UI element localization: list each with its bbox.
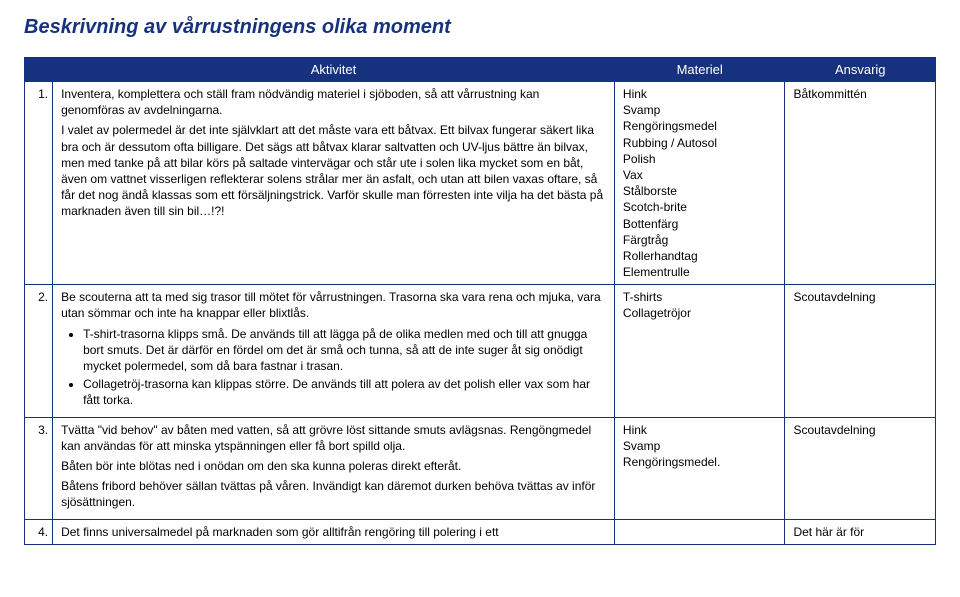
material-item: Rollerhandtag (623, 248, 777, 264)
material-item: Rengöringsmedel (623, 118, 777, 134)
activity-text: Be scouterna att ta med sig trasor till … (61, 289, 606, 321)
material-cell: T-shirts Collagetröjor (614, 285, 785, 417)
material-item: Elementrulle (623, 264, 777, 280)
material-item: Rengöringsmedel. (623, 454, 777, 470)
activity-text: Inventera, komplettera och ställ fram nö… (61, 86, 606, 118)
table-row: 3. Tvätta "vid behov" av båten med vatte… (25, 417, 936, 519)
material-cell (614, 519, 785, 544)
header-activity: Aktivitet (53, 58, 615, 82)
material-item: Scotch-brite (623, 199, 777, 215)
activity-cell: Det finns universalmedel på marknaden so… (53, 519, 615, 544)
activity-cell: Be scouterna att ta med sig trasor till … (53, 285, 615, 417)
responsible-cell: Det här är för (785, 519, 936, 544)
header-blank (25, 58, 53, 82)
activity-text: Båtens fribord behöver sällan tvättas på… (61, 478, 606, 510)
activity-cell: Tvätta "vid behov" av båten med vatten, … (53, 417, 615, 519)
responsible-cell: Båtkommittén (785, 82, 936, 285)
table-row: 4. Det finns universalmedel på marknaden… (25, 519, 936, 544)
material-item: Polish (623, 151, 777, 167)
header-material: Materiel (614, 58, 785, 82)
table-header-row: Aktivitet Materiel Ansvarig (25, 58, 936, 82)
material-item: Hink (623, 86, 777, 102)
material-cell: Hink Svamp Rengöringsmedel. (614, 417, 785, 519)
material-item: Svamp (623, 438, 777, 454)
activity-text: Båten bör inte blötas ned i onödan om de… (61, 458, 606, 474)
activity-text: Tvätta "vid behov" av båten med vatten, … (61, 422, 606, 454)
table-row: 1. Inventera, komplettera och ställ fram… (25, 82, 936, 285)
material-item: Svamp (623, 102, 777, 118)
bullet-item: Collagetröj-trasorna kan klippas större.… (83, 376, 606, 408)
material-cell: Hink Svamp Rengöringsmedel Rubbing / Aut… (614, 82, 785, 285)
activity-text: I valet av polermedel är det inte självk… (61, 122, 606, 219)
row-number: 4. (25, 519, 53, 544)
material-item: T-shirts (623, 289, 777, 305)
activity-cell: Inventera, komplettera och ställ fram nö… (53, 82, 615, 285)
material-item: Stålborste (623, 183, 777, 199)
table-row: 2. Be scouterna att ta med sig trasor ti… (25, 285, 936, 417)
material-item: Collagetröjor (623, 305, 777, 321)
row-number: 2. (25, 285, 53, 417)
activity-table: Aktivitet Materiel Ansvarig 1. Inventera… (24, 57, 936, 545)
responsible-cell: Scoutavdelning (785, 417, 936, 519)
activity-bullets: T-shirt-trasorna klipps små. De används … (83, 326, 606, 409)
bullet-item: T-shirt-trasorna klipps små. De används … (83, 326, 606, 375)
responsible-cell: Scoutavdelning (785, 285, 936, 417)
header-responsible: Ansvarig (785, 58, 936, 82)
activity-text: Det finns universalmedel på marknaden so… (61, 525, 499, 539)
material-item: Hink (623, 422, 777, 438)
material-item: Vax (623, 167, 777, 183)
page-title: Beskrivning av vårrustningens olika mome… (24, 16, 936, 39)
material-item: Färgtråg (623, 232, 777, 248)
material-item: Rubbing / Autosol (623, 135, 777, 151)
material-item: Bottenfärg (623, 216, 777, 232)
row-number: 1. (25, 82, 53, 285)
row-number: 3. (25, 417, 53, 519)
